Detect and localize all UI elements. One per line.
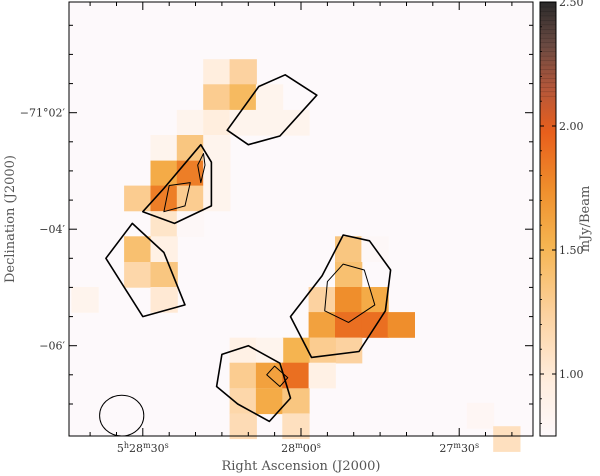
heatmap-pixel bbox=[150, 135, 178, 161]
plot-area: 5h28m30s 28m00s 27m30s −71°02′ −04′ −06′ bbox=[20, 1, 534, 456]
heatmap-pixel bbox=[335, 287, 363, 313]
contour-outer bbox=[105, 222, 186, 318]
heatmap-pixel bbox=[387, 312, 415, 338]
heatmap-pixel bbox=[229, 362, 257, 389]
heatmap-pixel bbox=[176, 109, 205, 136]
colorbar-tick-label: 2.00 bbox=[559, 120, 584, 133]
colorbar-banding bbox=[540, 2, 556, 97]
contour-inner bbox=[163, 182, 191, 213]
x-tick-label: 27m30s bbox=[439, 441, 479, 456]
colorbar-tick-label: 1.00 bbox=[559, 368, 584, 381]
heatmap-pixel bbox=[335, 262, 363, 288]
heatmap-pixel bbox=[229, 59, 257, 85]
x-axis-ticks: 5h28m30s 28m00s 27m30s bbox=[89, 2, 513, 456]
heatmap-pixel bbox=[203, 109, 231, 136]
heatmap-pixel bbox=[335, 337, 363, 364]
heatmap-pixel bbox=[203, 59, 231, 85]
colorbar-frame bbox=[539, 1, 557, 437]
colorbar-tick-label: 2.50 bbox=[559, 0, 584, 9]
heatmap-pixel bbox=[308, 362, 336, 389]
contour-outer bbox=[289, 234, 392, 359]
contour-outer bbox=[226, 74, 318, 146]
x-axis-label: Right Ascension (J2000) bbox=[221, 459, 380, 474]
heatmap-pixel bbox=[255, 362, 284, 389]
colorbar: 1.00 1.50 2.00 2.50 bbox=[539, 0, 584, 437]
heatmap-pixel bbox=[229, 84, 257, 110]
heatmap-pixel bbox=[203, 160, 231, 187]
heatmap-pixel bbox=[229, 109, 257, 136]
heatmap-pixel bbox=[255, 109, 284, 136]
heatmap-pixel bbox=[361, 287, 389, 313]
heatmap-pixel bbox=[282, 388, 310, 415]
heatmap-pixel bbox=[255, 388, 284, 415]
y-tick-label: −04′ bbox=[39, 223, 65, 236]
y-axis-label: Declination (J2000) bbox=[3, 155, 18, 283]
y-tick-label: −71°02′ bbox=[20, 107, 66, 120]
heatmap-pixel bbox=[493, 426, 521, 452]
heatmap-pixel bbox=[335, 236, 363, 262]
colorbar-tick-label: 1.50 bbox=[559, 244, 584, 257]
colorbar-gradient bbox=[540, 2, 556, 436]
heatmap-pixel bbox=[282, 413, 310, 440]
heatmap-pixel bbox=[150, 211, 178, 237]
heatmap-pixel bbox=[229, 413, 257, 440]
intensity-pixels bbox=[71, 59, 521, 452]
colorbar-label: mJy/Beam bbox=[578, 186, 593, 253]
heatmap-pixel bbox=[308, 287, 336, 313]
contours bbox=[105, 74, 392, 423]
heatmap-pixel bbox=[124, 236, 152, 262]
contour-outer bbox=[215, 344, 292, 423]
y-tick-label: −06′ bbox=[39, 340, 65, 353]
heatmap-pixel bbox=[71, 287, 99, 313]
contour-inner bbox=[324, 263, 376, 323]
heatmap-pixel bbox=[203, 84, 231, 110]
contour-inner bbox=[266, 365, 289, 387]
heatmap-pixel bbox=[255, 84, 284, 110]
heatmap-pixel bbox=[124, 262, 152, 288]
x-tick-label: 5h28m30s bbox=[117, 441, 169, 456]
heatmap-pixel bbox=[361, 312, 389, 338]
x-tick-label: 28m00s bbox=[281, 441, 321, 456]
heatmap-pixel bbox=[282, 337, 310, 364]
heatmap-pixel bbox=[308, 312, 336, 338]
heatmap-pixel bbox=[282, 109, 310, 136]
heatmap-pixel bbox=[466, 402, 495, 429]
heatmap-pixel bbox=[150, 236, 178, 262]
heatmap-pixel bbox=[150, 160, 178, 187]
heatmap-pixel bbox=[308, 337, 336, 364]
contour-outer bbox=[142, 143, 213, 225]
y-axis-ticks: −71°02′ −04′ −06′ bbox=[20, 24, 533, 405]
heatmap-pixel bbox=[255, 337, 284, 364]
contour-inner bbox=[197, 153, 206, 184]
colorbar-ticks: 1.00 1.50 2.00 2.50 bbox=[540, 0, 584, 425]
